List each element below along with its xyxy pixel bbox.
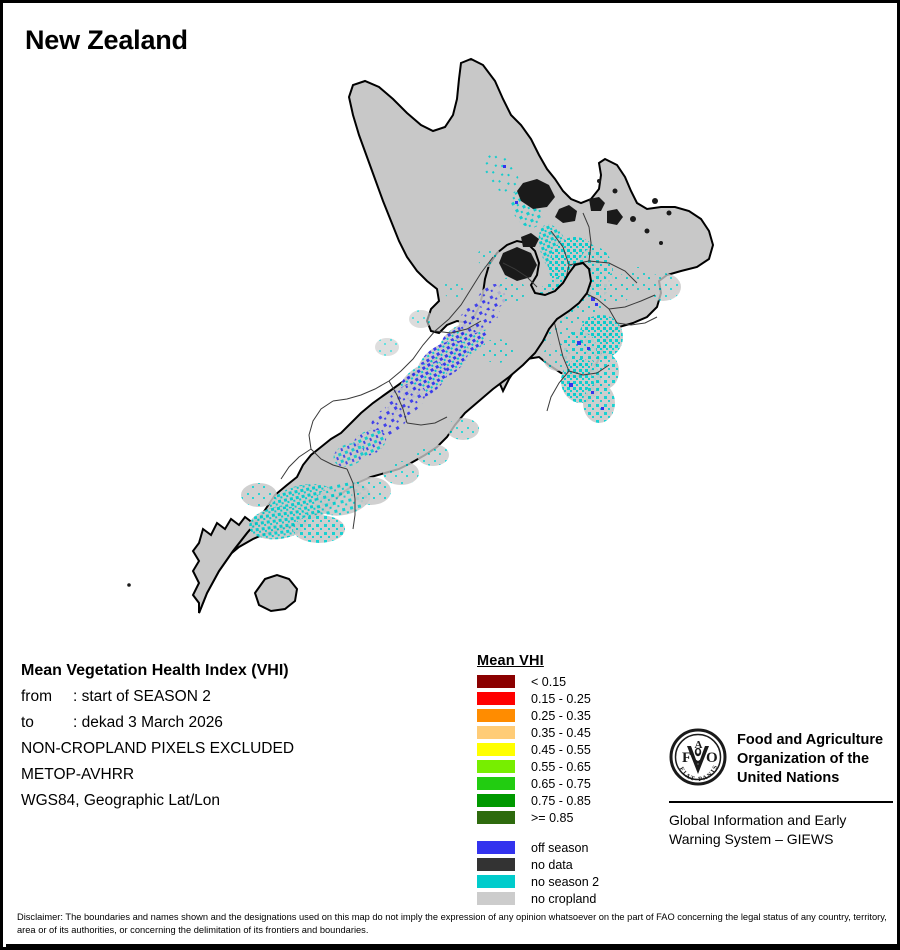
metadata-exclusion: NON-CROPLAND PIXELS EXCLUDED bbox=[21, 740, 295, 757]
legend-row[interactable]: 0.35 - 0.45 bbox=[473, 724, 653, 741]
giews-system-name: Global Information and Early Warning Sys… bbox=[669, 811, 893, 849]
fao-organization-name: Food and Agriculture Organization of the… bbox=[737, 731, 883, 788]
legend-label: 0.55 - 0.65 bbox=[531, 759, 591, 774]
fao-org-line-3: United Nations bbox=[737, 770, 840, 786]
metadata-from-value: : start of SEASON 2 bbox=[73, 688, 211, 705]
legend-swatch bbox=[477, 726, 515, 739]
legend-row[interactable]: 0.15 - 0.25 bbox=[473, 690, 653, 707]
giews-line-2: Warning System – GIEWS bbox=[669, 831, 834, 847]
stewart-island[interactable] bbox=[253, 573, 299, 613]
legend-label: 0.15 - 0.25 bbox=[531, 691, 591, 706]
legend-label: 0.75 - 0.85 bbox=[531, 793, 591, 808]
legend-row-no-cropland[interactable]: no cropland bbox=[473, 890, 653, 907]
metadata-to-key: to bbox=[21, 714, 34, 731]
legend-swatch bbox=[477, 743, 515, 756]
legend-row[interactable]: >= 0.85 bbox=[473, 809, 653, 826]
map-metadata-block: Mean Vegetation Health Index (VHI) from:… bbox=[21, 658, 461, 814]
svg-text:A: A bbox=[695, 739, 703, 751]
legend-row[interactable]: 0.65 - 0.75 bbox=[473, 775, 653, 792]
legend-swatch bbox=[477, 892, 515, 905]
legend-row[interactable]: 0.45 - 0.55 bbox=[473, 741, 653, 758]
legend-label: 0.65 - 0.75 bbox=[531, 776, 591, 791]
legend: Mean VHI < 0.15 0.15 - 0.25 0.25 - 0.35 … bbox=[473, 653, 653, 907]
metadata-sensor: METOP-AVHRR bbox=[21, 766, 135, 783]
south-island-no-data-pixels bbox=[499, 233, 539, 281]
south-island-admin-boundaries bbox=[280, 256, 538, 530]
fao-divider bbox=[669, 801, 893, 803]
south-island-no-season2-pixels bbox=[241, 247, 525, 543]
disclaimer-text: Disclaimer: The boundaries and names sho… bbox=[17, 912, 887, 935]
fiordland-coast bbox=[191, 515, 260, 614]
legend-row[interactable]: 0.25 - 0.35 bbox=[473, 707, 653, 724]
south-island-off-season-pixels bbox=[333, 283, 509, 467]
legend-row[interactable]: 0.55 - 0.65 bbox=[473, 758, 653, 775]
legend-row-no-season-2[interactable]: no season 2 bbox=[473, 873, 653, 890]
stewart-island-landmass bbox=[253, 573, 299, 613]
svg-text:O: O bbox=[706, 750, 718, 766]
map-canvas[interactable] bbox=[3, 51, 897, 631]
fao-org-line-1: Food and Agriculture bbox=[737, 732, 884, 748]
legend-label: < 0.15 bbox=[531, 674, 567, 689]
south-island[interactable] bbox=[191, 233, 593, 614]
svg-text:F: F bbox=[682, 750, 691, 766]
legend-swatch bbox=[477, 811, 515, 824]
fao-branding: F O A FIAT PANIS Food and Agriculture Or… bbox=[669, 728, 893, 849]
metadata-to-row: to : dekad 3 March 2026 bbox=[21, 710, 461, 736]
legend-swatch bbox=[477, 777, 515, 790]
fao-org-line-2: Organization of the bbox=[737, 751, 870, 767]
legend-swatch bbox=[477, 858, 515, 871]
legend-label: no season 2 bbox=[531, 874, 600, 889]
legend-label: 0.25 - 0.35 bbox=[531, 708, 591, 723]
legend-swatch bbox=[477, 760, 515, 773]
fao-logo-icon: F O A FIAT PANIS bbox=[669, 728, 727, 791]
legend-label: >= 0.85 bbox=[531, 810, 574, 825]
legend-title: Mean VHI bbox=[477, 653, 544, 669]
legend-label: no data bbox=[531, 857, 573, 872]
legend-spacer bbox=[473, 826, 653, 839]
offshore-islets bbox=[127, 179, 672, 587]
legend-row-no-data[interactable]: no data bbox=[473, 856, 653, 873]
page-title: New Zealand bbox=[25, 25, 188, 55]
legend-row[interactable]: < 0.15 bbox=[473, 673, 653, 690]
legend-row[interactable]: 0.75 - 0.85 bbox=[473, 792, 653, 809]
bottom-divider bbox=[6, 944, 897, 947]
metadata-heading: Mean Vegetation Health Index (VHI) bbox=[21, 662, 289, 679]
legend-swatch bbox=[477, 692, 515, 705]
legend-label: no cropland bbox=[531, 891, 597, 906]
legend-swatch bbox=[477, 675, 515, 688]
metadata-to-value: : dekad 3 March 2026 bbox=[73, 714, 223, 731]
legend-swatch bbox=[477, 794, 515, 807]
metadata-projection: WGS84, Geographic Lat/Lon bbox=[21, 792, 221, 809]
metadata-from-key: from bbox=[21, 688, 52, 705]
legend-row-off-season[interactable]: off season bbox=[473, 839, 653, 856]
legend-label: 0.45 - 0.55 bbox=[531, 742, 591, 757]
legend-swatch bbox=[477, 875, 515, 888]
legend-swatch bbox=[477, 841, 515, 854]
legend-swatch bbox=[477, 709, 515, 722]
giews-line-1: Global Information and Early bbox=[669, 812, 847, 828]
legend-label: off season bbox=[531, 840, 589, 855]
metadata-from-row: from : start of SEASON 2 bbox=[21, 684, 461, 710]
legend-label: 0.35 - 0.45 bbox=[531, 725, 591, 740]
